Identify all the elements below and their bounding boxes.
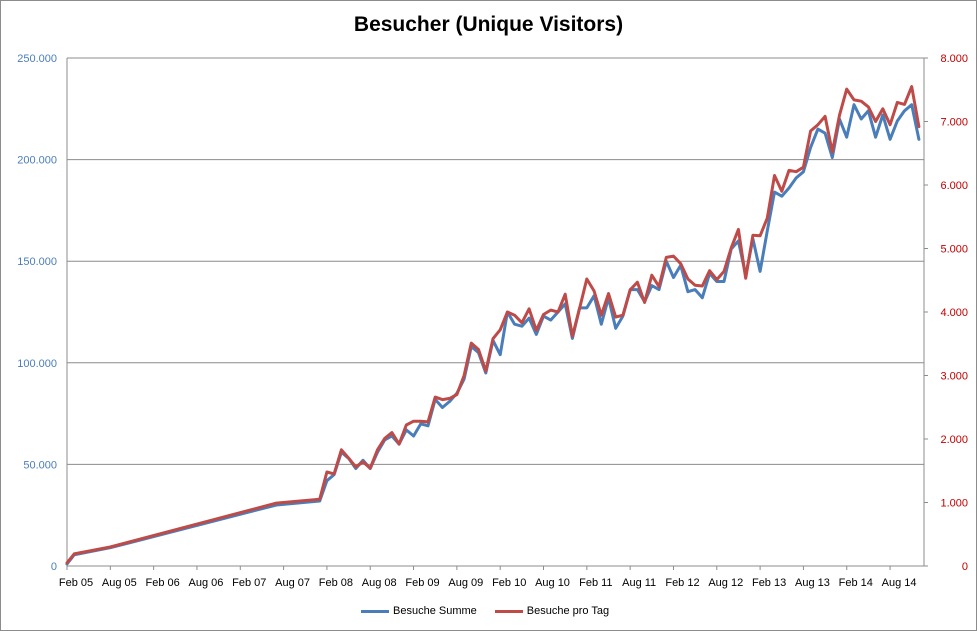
y-right-tick-label: 6.000 <box>940 180 968 192</box>
x-tick-label: Aug 14 <box>882 577 917 589</box>
y-right-tick-label: 5.000 <box>940 244 968 256</box>
series-line-besuche-pro-tag <box>65 85 921 565</box>
legend-swatch-summe <box>361 609 389 613</box>
chart-title: Besucher (Unique Visitors) <box>353 13 624 36</box>
x-tick-label: Aug 11 <box>622 577 656 589</box>
x-tick-label: Feb 12 <box>665 577 699 589</box>
y-right-tick-label: 8.000 <box>940 53 968 65</box>
y-right-tick-label: 3.000 <box>940 371 968 383</box>
y-left-tick-label: 250.000 <box>17 53 57 65</box>
x-tick-label: Feb 11 <box>579 577 612 589</box>
legend-label-pro-tag: Besuche pro Tag <box>526 605 610 617</box>
x-tick-label: Aug 10 <box>535 577 570 589</box>
y-right-tick-label: 4.000 <box>940 307 968 319</box>
legend-swatch-pro-tag <box>494 609 523 613</box>
x-tick-label: Aug 05 <box>102 577 137 589</box>
legend-label-summe: Besuche Summe <box>393 605 477 617</box>
series-line-besuche-summe <box>65 103 921 566</box>
y-left-tick-label: 50.000 <box>23 459 57 471</box>
x-tick-label: Feb 05 <box>59 577 93 589</box>
y-left-tick-label: 150.000 <box>17 256 57 268</box>
y-left-tick-label: 0 <box>51 561 57 573</box>
x-tick-label: Feb 13 <box>752 577 786 589</box>
y-left-tick-label: 200.000 <box>17 155 57 167</box>
legend-item-summe: Besuche Summe <box>361 605 477 617</box>
x-tick-label: Aug 12 <box>708 577 743 589</box>
x-tick-label: Feb 06 <box>146 577 180 589</box>
x-tick-label: Aug 06 <box>189 577 224 589</box>
x-tick-label: Feb 10 <box>492 577 526 589</box>
x-tick-label: Feb 09 <box>405 577 439 589</box>
x-tick-label: Feb 07 <box>232 577 266 589</box>
x-tick-label: Feb 14 <box>839 577 873 589</box>
y-right-tick-label: 1.000 <box>940 498 968 510</box>
x-tick-label: Aug 07 <box>275 577 310 589</box>
x-tick-label: Aug 08 <box>362 577 397 589</box>
x-tick-label: Aug 13 <box>795 577 830 589</box>
legend-item-pro-tag: Besuche pro Tag <box>494 605 610 617</box>
legend: Besuche Summe Besuche pro Tag <box>361 603 609 619</box>
y-left-tick-label: 100.000 <box>17 358 57 370</box>
y-right-tick-label: 0 <box>962 561 968 573</box>
x-tick-label: Aug 09 <box>448 577 483 589</box>
y-right-tick-label: 2.000 <box>940 434 968 446</box>
x-tick-label: Feb 08 <box>319 577 353 589</box>
y-right-tick-label: 7.000 <box>940 117 968 129</box>
